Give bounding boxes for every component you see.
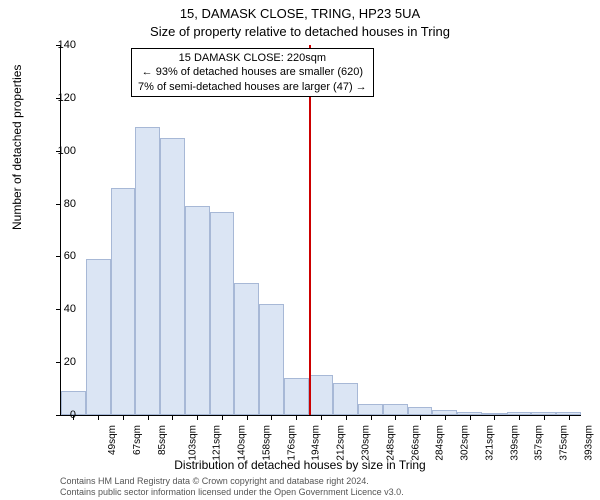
histogram-bar (210, 212, 235, 416)
histogram-bar (185, 206, 210, 415)
histogram-bar (259, 304, 284, 415)
xtick-label: 357sqm (534, 425, 545, 461)
histogram-bar (408, 407, 433, 415)
xtick-mark (519, 415, 520, 420)
histogram-bar (160, 138, 185, 416)
annotation-box: 15 DAMASK CLOSE: 220sqm← 93% of detached… (131, 48, 374, 97)
xtick-label: 121sqm (212, 425, 223, 461)
histogram-bar (358, 404, 383, 415)
xtick-mark (569, 415, 570, 420)
xtick-mark (222, 415, 223, 420)
xtick-mark (123, 415, 124, 420)
xtick-mark (445, 415, 446, 420)
footer-line2: Contains public sector information licen… (60, 487, 404, 498)
xtick-label: 49sqm (107, 425, 118, 455)
ytick-label: 60 (46, 250, 76, 262)
ytick-label: 0 (46, 409, 76, 421)
ytick-label: 120 (46, 92, 76, 104)
ytick-label: 80 (46, 198, 76, 210)
xtick-label: 85sqm (157, 425, 168, 455)
xtick-label: 67sqm (132, 425, 143, 455)
annotation-line2: ← 93% of detached houses are smaller (62… (138, 65, 367, 79)
xtick-mark (296, 415, 297, 420)
ytick-label: 100 (46, 145, 76, 157)
histogram-bar (86, 259, 111, 415)
xtick-mark (321, 415, 322, 420)
chart-title-sub: Size of property relative to detached ho… (0, 24, 600, 39)
xtick-label: 194sqm (311, 425, 322, 461)
xtick-mark (172, 415, 173, 420)
xtick-label: 302sqm (460, 425, 471, 461)
xtick-label: 212sqm (336, 425, 347, 461)
xtick-label: 176sqm (286, 425, 297, 461)
xtick-mark (544, 415, 545, 420)
ytick-label: 20 (46, 356, 76, 368)
chart-container: 15, DAMASK CLOSE, TRING, HP23 5UA Size o… (0, 0, 600, 500)
xtick-mark (470, 415, 471, 420)
annotation-line1: 15 DAMASK CLOSE: 220sqm (138, 51, 367, 65)
xtick-label: 266sqm (410, 425, 421, 461)
x-axis-label: Distribution of detached houses by size … (0, 458, 600, 472)
ytick-label: 40 (46, 303, 76, 315)
xtick-mark (395, 415, 396, 420)
plot-area: 49sqm67sqm85sqm103sqm121sqm140sqm158sqm1… (60, 45, 581, 416)
xtick-label: 339sqm (509, 425, 520, 461)
xtick-label: 103sqm (187, 425, 198, 461)
xtick-label: 230sqm (361, 425, 372, 461)
histogram-bar (383, 404, 408, 415)
xtick-label: 140sqm (237, 425, 248, 461)
xtick-mark (494, 415, 495, 420)
chart-title-main: 15, DAMASK CLOSE, TRING, HP23 5UA (0, 6, 600, 21)
histogram-bar (135, 127, 160, 415)
xtick-mark (371, 415, 372, 420)
xtick-label: 393sqm (583, 425, 594, 461)
y-axis-label: Number of detached properties (10, 65, 24, 230)
xtick-mark (346, 415, 347, 420)
xtick-label: 375sqm (559, 425, 570, 461)
xtick-mark (420, 415, 421, 420)
xtick-mark (98, 415, 99, 420)
histogram-bar (333, 383, 358, 415)
histogram-bar (234, 283, 259, 415)
xtick-label: 321sqm (484, 425, 495, 461)
histogram-bar (284, 378, 309, 415)
property-marker-line (309, 45, 311, 415)
xtick-mark (148, 415, 149, 420)
xtick-mark (197, 415, 198, 420)
xtick-label: 158sqm (262, 425, 273, 461)
xtick-label: 248sqm (385, 425, 396, 461)
annotation-line3: 7% of semi-detached houses are larger (4… (138, 80, 367, 94)
histogram-bar (111, 188, 136, 415)
footer-attribution: Contains HM Land Registry data © Crown c… (60, 476, 404, 498)
xtick-mark (247, 415, 248, 420)
footer-line1: Contains HM Land Registry data © Crown c… (60, 476, 404, 487)
histogram-bar (309, 375, 334, 415)
xtick-mark (271, 415, 272, 420)
xtick-label: 284sqm (435, 425, 446, 461)
ytick-label: 140 (46, 39, 76, 51)
